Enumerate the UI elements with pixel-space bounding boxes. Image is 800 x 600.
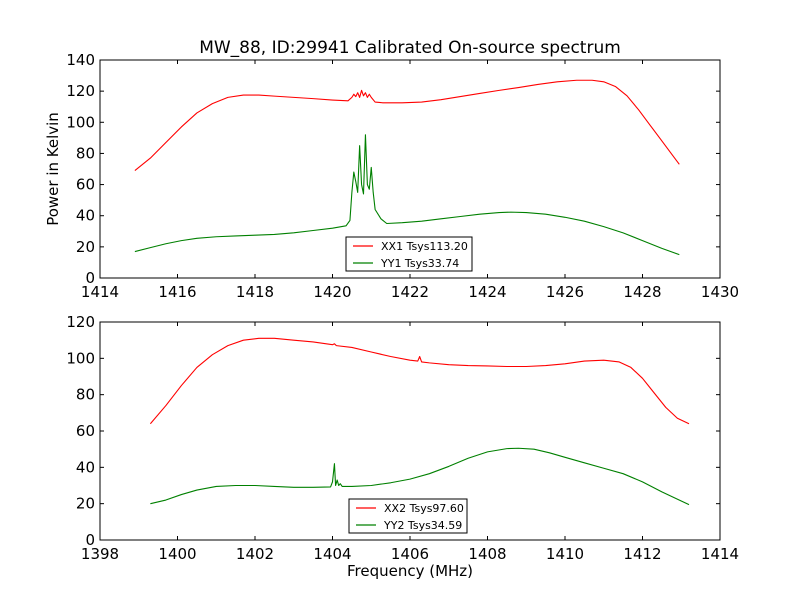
x-tick-label: 1424 <box>468 283 506 301</box>
x-tick-label: 1414 <box>701 545 739 563</box>
x-tick-label: 1420 <box>313 283 351 301</box>
y-tick-label: 80 <box>76 144 95 162</box>
x-tick-label: 1410 <box>546 545 584 563</box>
y-tick-label: 0 <box>85 531 95 549</box>
x-tick-label: 1398 <box>81 545 119 563</box>
x-tick-label: 1414 <box>81 283 119 301</box>
series-line-yy2 <box>150 447 690 506</box>
y-tick-label: 60 <box>76 422 95 440</box>
y-tick-label: 0 <box>85 269 95 287</box>
y-tick-label: 80 <box>76 386 95 404</box>
legend-label: YY1 Tsys33.74 <box>380 257 459 270</box>
series-line-xx2 <box>149 337 690 425</box>
axes-frame <box>99 321 721 541</box>
chart-title: MW_88, ID:29941 Calibrated On-source spe… <box>199 38 621 58</box>
bottom-panel: 1398 1400 1402 1404 1406 1408 1410 1412 1414 0 20 4… <box>66 313 739 563</box>
y-tick-label: 40 <box>76 458 95 476</box>
legend-label: XX1 Tsys113.20 <box>381 240 468 253</box>
legend-box <box>348 498 468 534</box>
x-tick-label: 1412 <box>623 545 661 563</box>
x-tick-label: 1426 <box>546 283 584 301</box>
x-tick-label: 1418 <box>236 283 274 301</box>
y-tick-label: 120 <box>66 82 95 100</box>
axes-frame <box>99 59 721 279</box>
y-tick-label: 140 <box>66 51 95 69</box>
x-axis-label: Frequency (MHz) <box>347 562 473 580</box>
legend-box <box>345 236 473 272</box>
x-tick-label: 1404 <box>313 545 351 563</box>
legend: XX2 Tsys97.60 YY2 Tsys34.59 <box>348 498 468 534</box>
y-tick-label: 40 <box>76 207 95 225</box>
y-tick-label: 100 <box>66 113 95 131</box>
y-tick-label: 20 <box>76 495 95 513</box>
legend-label: XX2 Tsys97.60 <box>384 502 464 515</box>
x-tick-label: 1422 <box>391 283 429 301</box>
y-tick-label: 100 <box>66 349 95 367</box>
y-axis-label: Power in Kelvin <box>44 112 62 226</box>
x-tick-label: 1406 <box>391 545 429 563</box>
series-line-yy1 <box>134 134 680 256</box>
x-tick-label: 1408 <box>468 545 506 563</box>
x-tick-label: 1430 <box>701 283 739 301</box>
x-tick-label: 1402 <box>236 545 274 563</box>
series-line-xx1 <box>134 79 680 171</box>
y-tick-label: 20 <box>76 238 95 256</box>
legend: XX1 Tsys113.20 YY1 Tsys33.74 <box>345 236 473 272</box>
y-tick-label: 60 <box>76 176 95 194</box>
x-tick-label: 1400 <box>158 545 196 563</box>
x-tick-label: 1416 <box>158 283 196 301</box>
legend-label: YY2 Tsys34.59 <box>383 519 462 532</box>
y-tick-label: 120 <box>66 313 95 331</box>
top-panel: 1414 1416 1418 1420 1422 1424 1426 1428 1430 0 20 4… <box>66 51 739 301</box>
x-tick-label: 1428 <box>623 283 661 301</box>
